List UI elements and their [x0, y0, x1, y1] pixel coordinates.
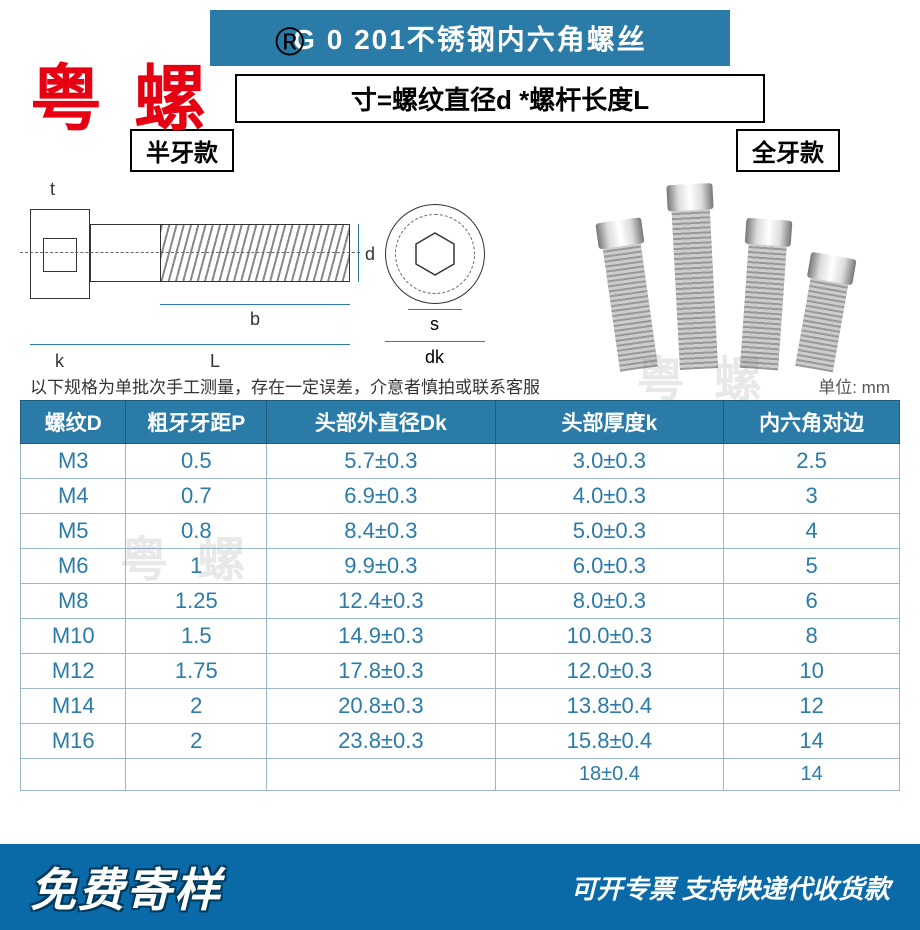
table-cell: 3.0±0.3 — [495, 444, 724, 479]
unit-label: 单位: mm — [818, 373, 890, 398]
table-cell — [267, 759, 496, 791]
table-row: M40.76.9±0.34.0±0.33 — [21, 479, 900, 514]
table-cell — [126, 759, 267, 791]
table-cell: 6.0±0.3 — [495, 549, 724, 584]
table-cell: 2.5 — [724, 444, 900, 479]
table-cell: M14 — [21, 689, 126, 724]
th-thread-d: 螺纹D — [21, 401, 126, 444]
table-cell: 1.75 — [126, 654, 267, 689]
th-pitch-p: 粗牙牙距P — [126, 401, 267, 444]
table-cell: 8 — [724, 619, 900, 654]
table-cell — [21, 759, 126, 791]
table-cell: 0.8 — [126, 514, 267, 549]
spec-table: 螺纹D 粗牙牙距P 头部外直径Dk 头部厚度k 内六角对边 M30.55.7±0… — [20, 400, 900, 791]
footer-invoice-cod: 可开专票 支持快递代收货款 — [571, 869, 890, 906]
table-cell: M8 — [21, 584, 126, 619]
table-row: M619.9±0.36.0±0.35 — [21, 549, 900, 584]
table-cell: 1 — [126, 549, 267, 584]
dim-L: L — [210, 351, 220, 372]
table-row: M50.88.4±0.35.0±0.34 — [21, 514, 900, 549]
table-header-row: 螺纹D 粗牙牙距P 头部外直径Dk 头部厚度k 内六角对边 — [21, 401, 900, 444]
table-cell: 6.9±0.3 — [267, 479, 496, 514]
table-cell: 12 — [724, 689, 900, 724]
table-cell: 4 — [724, 514, 900, 549]
table-cell: 10.0±0.3 — [495, 619, 724, 654]
dim-dk: dk — [425, 347, 444, 368]
th-head-k: 头部厚度k — [495, 401, 724, 444]
table-cell: 3 — [724, 479, 900, 514]
table-cell: 4.0±0.3 — [495, 479, 724, 514]
table-row: M16223.8±0.315.8±0.414 — [21, 724, 900, 759]
table-cell: 6 — [724, 584, 900, 619]
screw-photo-group — [600, 159, 860, 369]
table-cell: 0.7 — [126, 479, 267, 514]
table-row: M121.7517.8±0.312.0±0.310 — [21, 654, 900, 689]
table-row: M101.514.9±0.310.0±0.38 — [21, 619, 900, 654]
screw-side-diagram: t d k L b s dk — [30, 169, 450, 369]
table-cell: 12.0±0.3 — [495, 654, 724, 689]
hex-top-view — [412, 231, 458, 277]
table-cell: 8.4±0.3 — [267, 514, 496, 549]
table-cell: 23.8±0.3 — [267, 724, 496, 759]
th-hex-s: 内六角对边 — [724, 401, 900, 444]
table-cell: 0.5 — [126, 444, 267, 479]
dim-d: d — [365, 244, 375, 265]
table-row: M14220.8±0.313.8±0.412 — [21, 689, 900, 724]
brand-watermark: 粤 螺 — [30, 40, 212, 145]
table-cell: M3 — [21, 444, 126, 479]
registered-mark: ® — [275, 20, 304, 65]
th-head-dk: 头部外直径Dk — [267, 401, 496, 444]
table-cell: 18±0.4 — [495, 759, 724, 791]
table-cell: M10 — [21, 619, 126, 654]
table-cell: 8.0±0.3 — [495, 584, 724, 619]
diagram-section: 半牙款 全牙款 t d k L b s dk — [0, 129, 920, 369]
table-cell: M6 — [21, 549, 126, 584]
footer-free-sample: 免费寄样 — [30, 854, 222, 920]
table-cell: 1.25 — [126, 584, 267, 619]
table-cell: 17.8±0.3 — [267, 654, 496, 689]
table-cell: M5 — [21, 514, 126, 549]
table-row: M81.2512.4±0.38.0±0.36 — [21, 584, 900, 619]
table-cell: 1.5 — [126, 619, 267, 654]
table-cell: 13.8±0.4 — [495, 689, 724, 724]
table-cell: M12 — [21, 654, 126, 689]
table-cell: 2 — [126, 689, 267, 724]
table-cell: M4 — [21, 479, 126, 514]
note-row: 以下规格为单批次手工测量，存在一定误差，介意者慎拍或联系客服 单位: mm — [30, 373, 890, 398]
table-cell: 5.7±0.3 — [267, 444, 496, 479]
formula-box: 寸=螺纹直径d *螺杆长度L — [235, 74, 765, 123]
footer-bar: 免费寄样 可开专票 支持快递代收货款 — [0, 844, 920, 930]
table-cell: 14 — [724, 724, 900, 759]
table-cell: 14.9±0.3 — [267, 619, 496, 654]
table-cell: 9.9±0.3 — [267, 549, 496, 584]
table-cell: 2 — [126, 724, 267, 759]
table-cell: 12.4±0.3 — [267, 584, 496, 619]
table-cell: 10 — [724, 654, 900, 689]
dim-k: k — [55, 351, 64, 372]
table-cell: 14 — [724, 759, 900, 791]
table-row: 18±0.414 — [21, 759, 900, 791]
table-cell: 20.8±0.3 — [267, 689, 496, 724]
dim-t: t — [50, 179, 55, 200]
dim-s: s — [430, 314, 439, 335]
table-cell: 15.8±0.4 — [495, 724, 724, 759]
dim-b: b — [250, 309, 260, 330]
table-cell: 5 — [724, 549, 900, 584]
table-cell: M16 — [21, 724, 126, 759]
table-row: M30.55.7±0.33.0±0.32.5 — [21, 444, 900, 479]
table-cell: 5.0±0.3 — [495, 514, 724, 549]
measurement-note: 以下规格为单批次手工测量，存在一定误差，介意者慎拍或联系客服 — [30, 373, 540, 398]
